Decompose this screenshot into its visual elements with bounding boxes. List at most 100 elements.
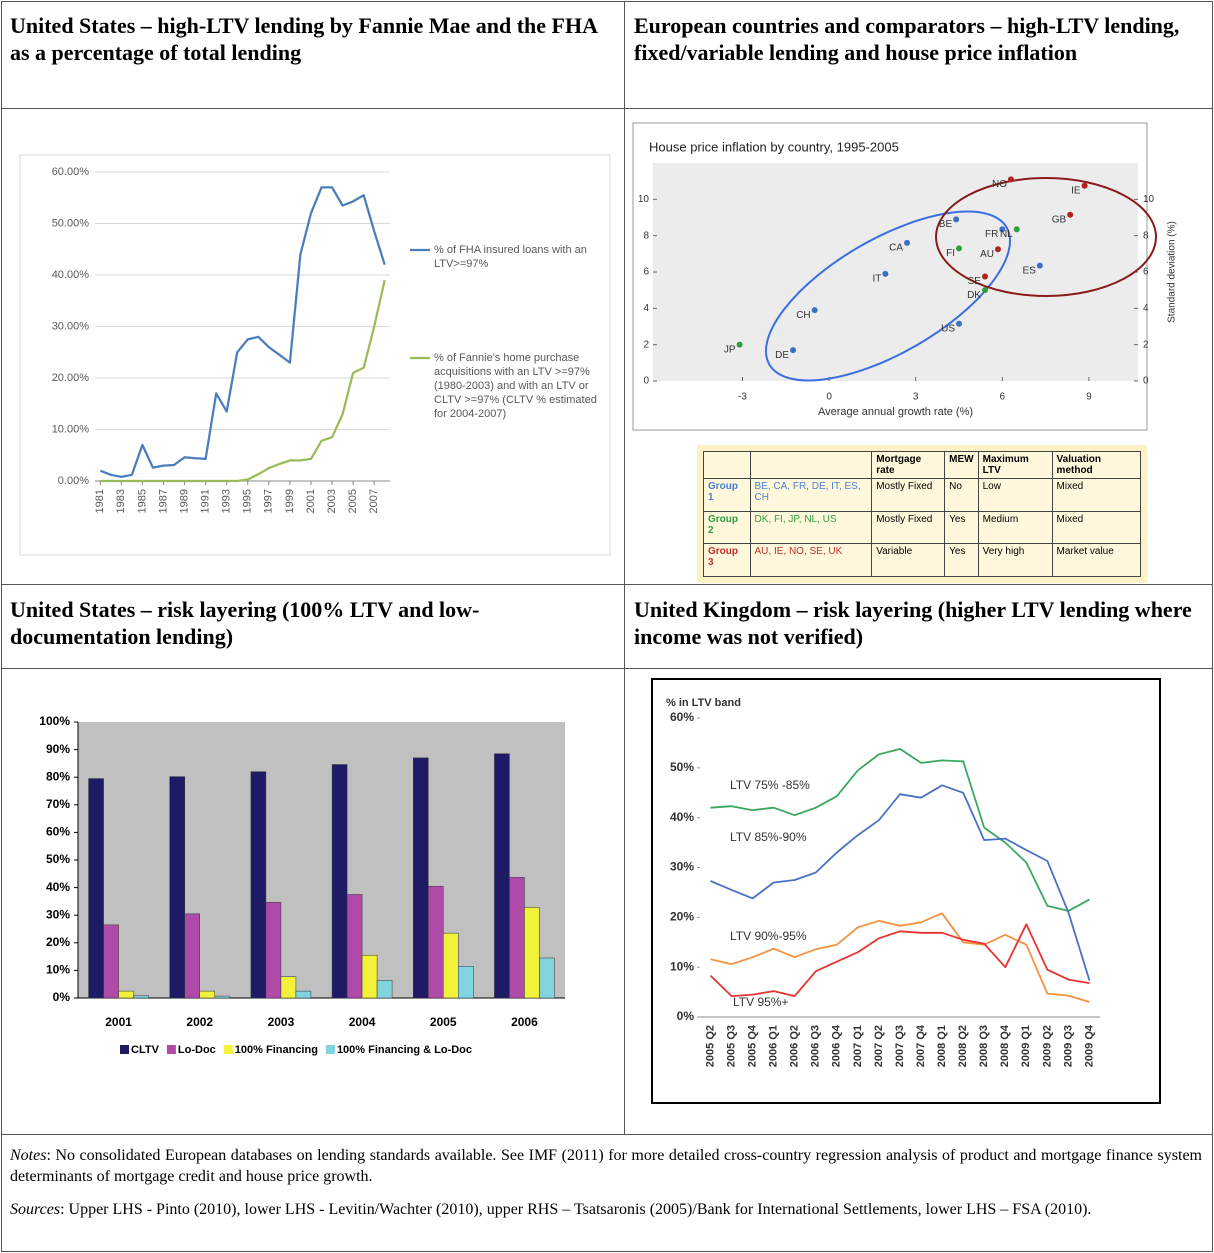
x-tick-label: 2003 — [268, 1015, 295, 1029]
table-cell: Yes — [944, 510, 979, 545]
bar — [295, 990, 312, 999]
y-tick-label: 4 — [643, 303, 649, 314]
y-tick-label: 6 — [643, 267, 649, 278]
point-label: NL — [1000, 229, 1013, 240]
x-tick-label: 2008 Q2 — [957, 1025, 969, 1067]
point-label: DK — [967, 290, 981, 301]
x-tick-label: 2005 Q4 — [747, 1024, 759, 1067]
y2-tick-label: 10 — [1143, 194, 1155, 205]
y-tick-label: 40% — [670, 810, 694, 824]
x-tick-label: 2005 Q3 — [725, 1025, 737, 1067]
y-tick-label: 0% — [53, 990, 71, 1004]
y2-tick-label: 6 — [1143, 267, 1149, 278]
series-line — [710, 748, 1090, 912]
bar — [376, 980, 393, 999]
bar — [361, 954, 378, 999]
point — [981, 287, 988, 294]
y2-tick-label: 2 — [1143, 339, 1149, 350]
bar — [443, 932, 459, 999]
bar — [509, 877, 525, 999]
point-label: US — [941, 323, 955, 334]
y-tick-label: 60.00% — [52, 166, 90, 178]
point — [904, 239, 911, 246]
y-tick-label: 40% — [46, 880, 70, 894]
x-tick-label: 6 — [1000, 392, 1006, 403]
heading: United States – risk layering (100% LTV … — [10, 597, 480, 649]
y-tick-label: 8 — [643, 230, 649, 241]
x-tick-label: 1995 — [242, 489, 254, 513]
rule — [1, 668, 1213, 669]
sources: Sources: Upper LHS - Pinto (2010), lower… — [10, 1199, 1202, 1220]
point — [736, 341, 743, 348]
table-row: Group 1 BE, CA, FR, DE, IT, ES, CH Mostly … — [703, 478, 1142, 512]
point-label: NO — [992, 179, 1007, 190]
legend-swatch — [325, 1045, 335, 1054]
legend-swatch — [166, 1045, 176, 1054]
x-tick-label: 2009 Q2 — [1041, 1025, 1053, 1067]
point — [981, 273, 988, 280]
x-tick-label: 2006 Q1 — [768, 1025, 780, 1067]
point-label: SE — [968, 276, 982, 287]
x-tick-label: 1997 — [263, 489, 275, 513]
table-row: Group 3 AU, IE, NO, SE, UK Variable Yes Very… — [703, 543, 1142, 577]
header-cell: Mortgage rate — [871, 451, 946, 479]
point-label: IT — [873, 273, 882, 284]
table-cell: Market value — [1051, 543, 1142, 577]
rule — [1, 1251, 1213, 1252]
y-tick-label: 2 — [643, 339, 649, 350]
x-tick-label: 2009 Q3 — [1062, 1025, 1074, 1067]
point-label: FR — [985, 229, 998, 240]
legend-label: 100% Financing & Lo-Doc — [337, 1044, 472, 1056]
table-cell: DK, FI, JP, NL, US — [749, 510, 873, 545]
x-tick-label: 2006 — [511, 1015, 538, 1029]
bar — [133, 995, 149, 999]
bar — [346, 894, 363, 999]
x-tick-label: 2004 — [349, 1015, 376, 1029]
bar — [458, 966, 474, 999]
x-tick-label: 3 — [913, 392, 919, 403]
rule — [1212, 1, 1213, 1252]
group-ellipse — [764, 210, 1012, 382]
x-tick-label: 1981 — [94, 489, 106, 513]
series-line — [710, 912, 1090, 1003]
table-body: Group 1 BE, CA, FR, DE, IT, ES, CH Mostly … — [703, 478, 1142, 577]
bar — [199, 990, 215, 999]
chart-title: House price inflation by country, 1995-2… — [649, 139, 899, 154]
group-table-box: Mortgage rate MEW Maximum LTV Valuation … — [697, 445, 1147, 583]
point-label: CA — [889, 243, 903, 254]
x-tick-label: 2008 Q3 — [978, 1025, 990, 1067]
y-tick-label: 40.00% — [52, 269, 90, 281]
point-label: GB — [1052, 214, 1067, 225]
point — [956, 245, 963, 252]
notes-text: : No consolidated European databases on … — [10, 1147, 1202, 1185]
x-tick-label: 2007 Q2 — [873, 1025, 885, 1067]
point-label: IE — [1071, 185, 1081, 196]
notes: Notes: No consolidated European database… — [10, 1145, 1202, 1187]
x-tick-label: 0 — [826, 392, 832, 403]
bar — [539, 957, 555, 999]
table-cell: Mostly Fixed — [871, 478, 946, 512]
x-tick-label: 2007 Q4 — [915, 1024, 927, 1067]
bar — [524, 907, 540, 999]
x-tick-label: 2005 — [430, 1015, 457, 1029]
x-tick-label: 2007 — [368, 489, 380, 513]
y2-tick-label: 8 — [1143, 230, 1149, 241]
y-tick-label: 10% — [46, 963, 70, 977]
series-line — [710, 784, 1091, 981]
plot-area — [78, 722, 565, 998]
x-tick-label: -3 — [738, 392, 747, 403]
table-cell: Group 2 — [703, 510, 751, 545]
y-tick-label: 60% — [670, 710, 694, 724]
heading: United Kingdom – risk layering (higher L… — [634, 597, 1192, 649]
y-tick-label: 0 — [643, 376, 649, 387]
point-label: AU — [980, 249, 994, 260]
point — [956, 320, 963, 327]
table-cell: BE, CA, FR, DE, IT, ES, CH — [749, 478, 873, 512]
point-label: DE — [775, 350, 789, 361]
y-tick-label: 10% — [670, 959, 694, 973]
point — [999, 226, 1006, 233]
y2-tick-label: 4 — [1143, 303, 1149, 314]
heading: European countries and comparators – hig… — [634, 13, 1180, 65]
